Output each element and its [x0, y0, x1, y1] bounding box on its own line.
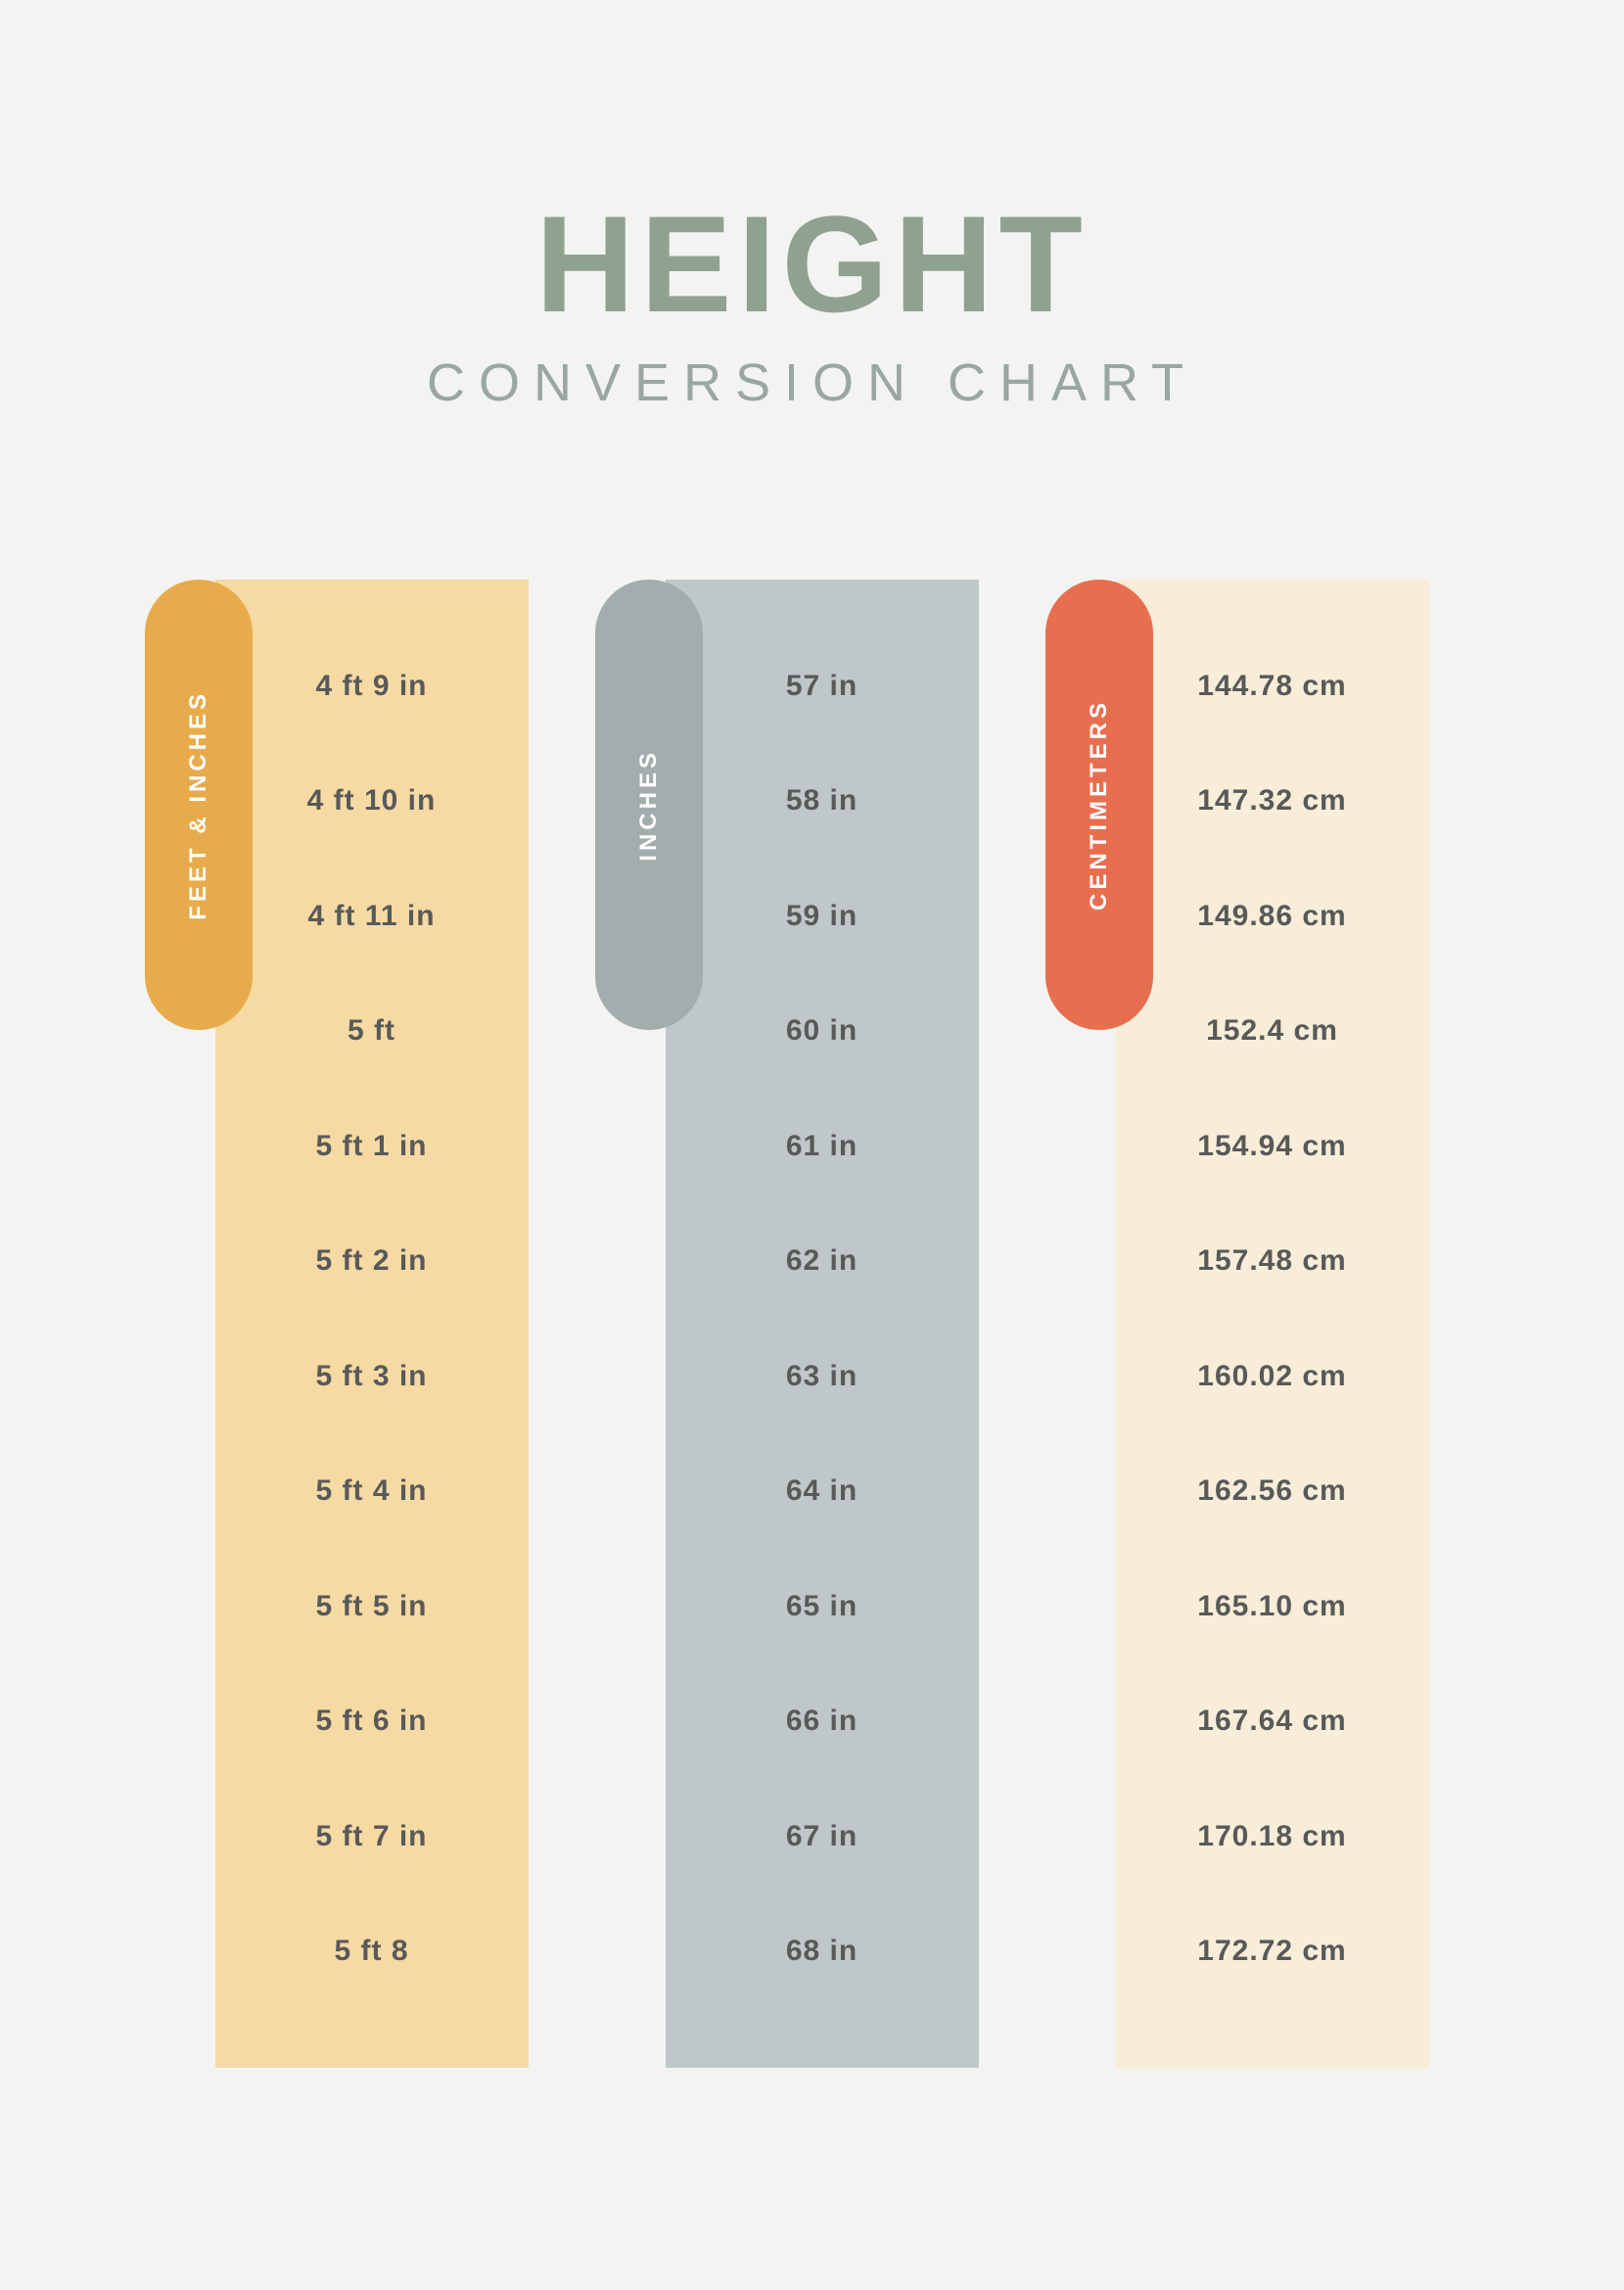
chart-header: HEIGHT CONVERSION CHART	[0, 0, 1624, 413]
cm-value: 147.32 cm	[1197, 784, 1346, 818]
feet-value: 4 ft 11 in	[307, 900, 435, 933]
tab-label-cm: CENTIMETERS	[1086, 699, 1113, 911]
column-feet-inches: 4 ft 9 in 4 ft 10 in 4 ft 11 in 5 ft 5 f…	[215, 580, 529, 2068]
cm-value: 154.94 cm	[1197, 1130, 1346, 1163]
cm-value: 160.02 cm	[1197, 1360, 1346, 1393]
inches-value: 62 in	[786, 1244, 858, 1278]
feet-value: 4 ft 10 in	[307, 784, 437, 818]
inches-value: 65 in	[786, 1590, 858, 1623]
feet-value: 5 ft 6 in	[315, 1705, 427, 1738]
feet-value: 5 ft 7 in	[315, 1820, 427, 1853]
tab-label-feet: FEET & INCHES	[185, 690, 212, 920]
inches-value: 63 in	[786, 1360, 858, 1393]
feet-value: 5 ft 4 in	[315, 1474, 427, 1508]
inches-value: 64 in	[786, 1474, 858, 1508]
cm-value: 144.78 cm	[1197, 670, 1346, 703]
chart-title: HEIGHT	[0, 196, 1624, 333]
chart-subtitle: CONVERSION CHART	[0, 352, 1624, 413]
cm-value: 170.18 cm	[1197, 1820, 1346, 1853]
cm-value: 152.4 cm	[1206, 1014, 1338, 1048]
cm-value: 165.10 cm	[1197, 1590, 1346, 1623]
column-centimeters: 144.78 cm 147.32 cm 149.86 cm 152.4 cm 1…	[1116, 580, 1429, 2068]
inches-value: 66 in	[786, 1705, 858, 1738]
feet-value: 4 ft 9 in	[315, 670, 427, 703]
tab-inches: INCHES	[595, 580, 703, 1030]
inches-value: 67 in	[786, 1820, 858, 1853]
inches-value: 61 in	[786, 1130, 858, 1163]
inches-value: 60 in	[786, 1014, 858, 1048]
inches-value: 57 in	[786, 670, 858, 703]
cm-value: 167.64 cm	[1197, 1705, 1346, 1738]
conversion-chart: 4 ft 9 in 4 ft 10 in 4 ft 11 in 5 ft 5 f…	[108, 580, 1517, 2068]
inches-value: 59 in	[786, 900, 858, 933]
inches-value: 58 in	[786, 784, 858, 818]
inches-value: 68 in	[786, 1935, 858, 1968]
tab-centimeters: CENTIMETERS	[1045, 580, 1153, 1030]
tab-feet-inches: FEET & INCHES	[145, 580, 253, 1030]
feet-value: 5 ft 5 in	[315, 1590, 427, 1623]
feet-value: 5 ft 2 in	[315, 1244, 427, 1278]
feet-value: 5 ft	[348, 1014, 395, 1048]
cm-value: 172.72 cm	[1197, 1935, 1346, 1968]
tab-label-inches: INCHES	[635, 749, 663, 862]
cm-value: 149.86 cm	[1197, 900, 1346, 933]
feet-value: 5 ft 3 in	[315, 1360, 427, 1393]
column-inches: 57 in 58 in 59 in 60 in 61 in 62 in 63 i…	[666, 580, 979, 2068]
feet-value: 5 ft 8	[334, 1935, 408, 1968]
cm-value: 162.56 cm	[1197, 1474, 1346, 1508]
feet-value: 5 ft 1 in	[315, 1130, 427, 1163]
cm-value: 157.48 cm	[1197, 1244, 1346, 1278]
